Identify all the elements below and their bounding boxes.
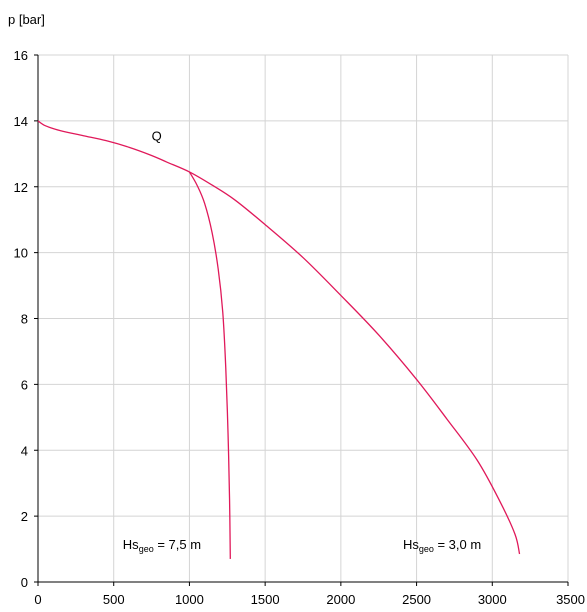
tick-labels: 0 500 1000 1500 2000 2500 3000 3500 0 2 4 6 8 10 12 14 1… bbox=[14, 48, 585, 607]
y-tick-label-16: 16 bbox=[14, 48, 28, 63]
annotation-hs30: Hsgeo = 3,0 m bbox=[403, 537, 481, 554]
y-tick-label-12: 12 bbox=[14, 180, 28, 195]
x-tick-label-2000: 2000 bbox=[326, 592, 355, 607]
annotation-hs75: Hsgeo = 7,5 m bbox=[123, 537, 201, 554]
series-line-hs-3-0 bbox=[37, 120, 521, 555]
y-tick-label-2: 2 bbox=[21, 509, 28, 524]
x-tick-label-2500: 2500 bbox=[402, 592, 431, 607]
y-tick-label-10: 10 bbox=[14, 246, 28, 261]
y-tick-label-0: 0 bbox=[21, 575, 28, 590]
series-line-hs-7-5 bbox=[188, 171, 231, 559]
y-tick-label-14: 14 bbox=[14, 114, 28, 129]
y-axis-title: p [bar] bbox=[8, 12, 45, 27]
x-tick-label-1000: 1000 bbox=[175, 592, 204, 607]
annotations: Q Hsgeo = 7,5 m Hsgeo = 3,0 m bbox=[123, 129, 481, 554]
y-tick-label-8: 8 bbox=[21, 312, 28, 327]
y-tick-label-6: 6 bbox=[21, 377, 28, 392]
axes bbox=[34, 54, 569, 586]
x-tick-label-3000: 3000 bbox=[478, 592, 507, 607]
annotation-q: Q bbox=[152, 129, 162, 144]
x-tick-label-3500: 3500 bbox=[556, 592, 585, 607]
x-tick-label-1500: 1500 bbox=[251, 592, 280, 607]
x-tick-label-0: 0 bbox=[34, 592, 41, 607]
series-lines bbox=[37, 120, 521, 559]
y-tick-label-4: 4 bbox=[21, 443, 28, 458]
grid bbox=[38, 54, 569, 582]
x-tick-label-500: 500 bbox=[103, 592, 125, 607]
